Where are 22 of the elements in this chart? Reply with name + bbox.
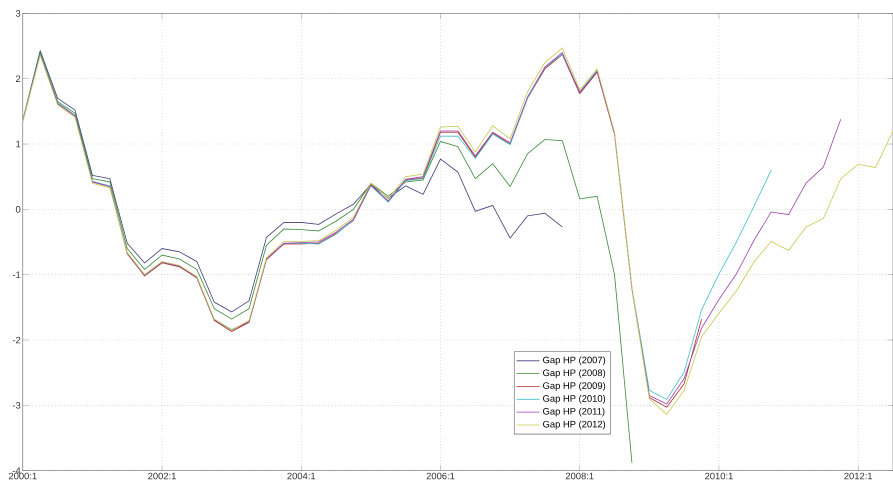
y-tick-label: 2: [16, 75, 20, 82]
y-tick-label: -3: [12, 402, 20, 409]
legend-label: Gap HP (2008): [543, 369, 606, 378]
y-tick-label: -4: [12, 467, 20, 474]
x-tick-label: 2008:1: [566, 472, 594, 480]
legend-label: Gap HP (2010): [543, 394, 606, 404]
y-tick-label: 1: [16, 140, 20, 148]
x-tick-label: 2010:1: [705, 472, 733, 480]
x-tick-label: 2002:1: [148, 472, 176, 480]
y-tick-label: 3: [16, 10, 20, 17]
legend-label: Gap HP (2012): [543, 420, 606, 430]
x-tick-label: 2006:1: [426, 472, 454, 480]
y-tick-label: 0: [16, 206, 20, 213]
x-tick-label: 2004:1: [287, 472, 316, 480]
legend-label: Gap HP (2009): [543, 382, 606, 391]
line-series: [22, 50, 563, 312]
legend-label: Gap HP (2007): [543, 356, 606, 366]
legend-label: Gap HP (2011): [543, 408, 604, 416]
y-tick-label: -2: [12, 336, 20, 344]
x-tick-label: 2012:1: [844, 472, 872, 480]
y-tick-label: -1: [12, 271, 20, 278]
x-tick-label: 2000:1: [8, 472, 37, 480]
